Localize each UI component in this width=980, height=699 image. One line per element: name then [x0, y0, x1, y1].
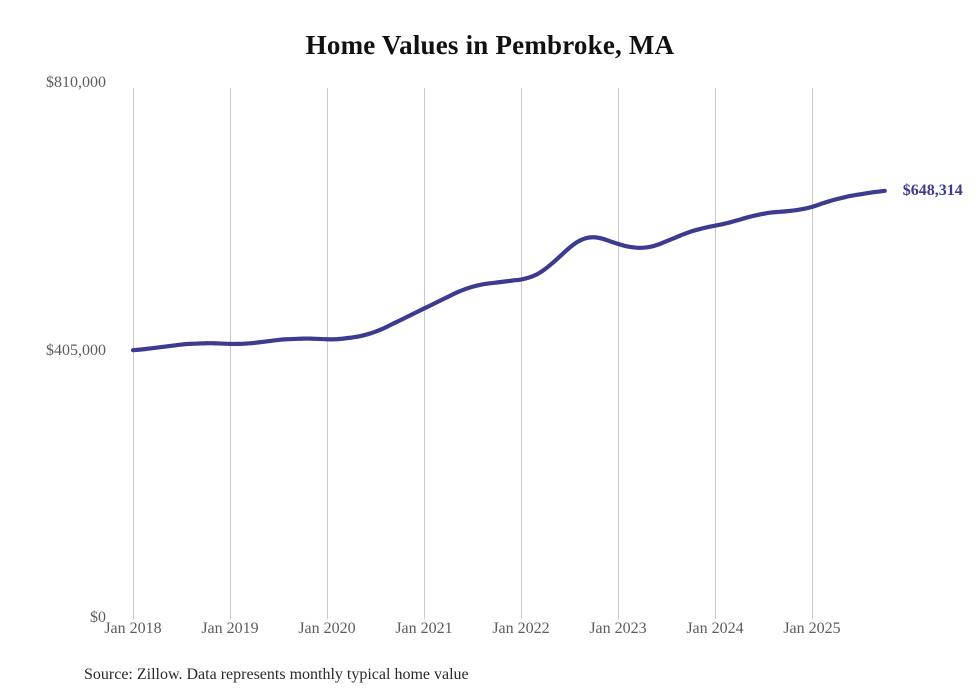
y-tick-label-1: $405,000: [46, 341, 106, 359]
x-tick-label-jan-2022: Jan 2022: [492, 620, 550, 637]
x-tick-label-jan-2019: Jan 2019: [201, 620, 259, 637]
chart-title: Home Values in Pembroke, MA: [305, 30, 675, 60]
y-tick-label-2: $810,000: [46, 74, 106, 91]
y-tick-label-0: $0: [90, 609, 106, 626]
source-note: Source: Zillow. Data represents monthly …: [84, 666, 469, 683]
x-gridlines: [133, 88, 813, 619]
x-tick-label-jan-2024: Jan 2024: [686, 620, 744, 637]
series-line-group: [130, 188, 887, 353]
end-value-annotation: $648,314: [902, 181, 963, 199]
x-tick-label-jan-2023: Jan 2023: [589, 620, 647, 637]
x-tick-label-jan-2020: Jan 2020: [298, 620, 356, 637]
series-line-0: [130, 188, 887, 353]
x-tick-label-jan-2021: Jan 2021: [395, 620, 453, 637]
x-tick-label-jan-2025: Jan 2025: [783, 620, 841, 637]
x-tick-label-jan-2018: Jan 2018: [104, 620, 162, 637]
